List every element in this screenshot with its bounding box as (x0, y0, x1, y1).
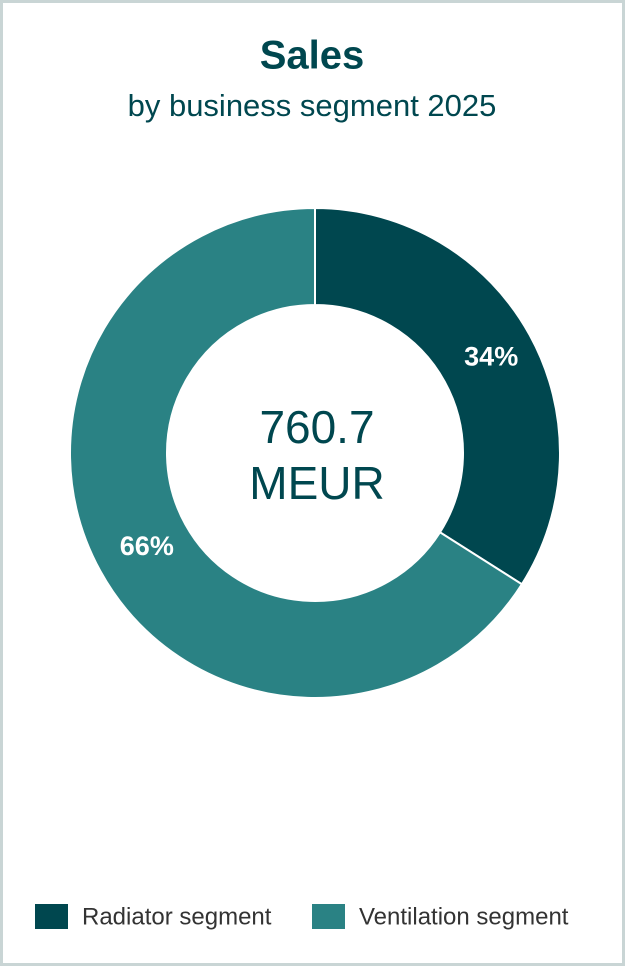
legend-label: Radiator segment (82, 903, 272, 930)
legend-swatch (312, 904, 345, 929)
donut-segment (314, 206, 561, 586)
chart-subtitle: by business segment 2025 (128, 88, 497, 123)
chart-title: Sales (260, 34, 365, 78)
center-label: 760.7 (259, 401, 374, 453)
center-label: MEUR (249, 457, 384, 509)
donut-segment (69, 206, 524, 699)
legend-swatch (35, 904, 68, 929)
data-label: 34% (464, 341, 518, 371)
data-label: 66% (120, 531, 174, 561)
legend-label: Ventilation segment (359, 903, 569, 930)
